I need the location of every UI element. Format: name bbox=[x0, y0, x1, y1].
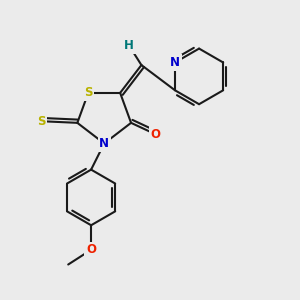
Text: N: N bbox=[99, 137, 109, 150]
Text: S: S bbox=[37, 115, 46, 128]
Text: O: O bbox=[86, 243, 96, 256]
Text: N: N bbox=[170, 56, 180, 69]
Text: H: H bbox=[124, 39, 134, 52]
Text: S: S bbox=[84, 86, 92, 99]
Text: O: O bbox=[151, 128, 160, 141]
